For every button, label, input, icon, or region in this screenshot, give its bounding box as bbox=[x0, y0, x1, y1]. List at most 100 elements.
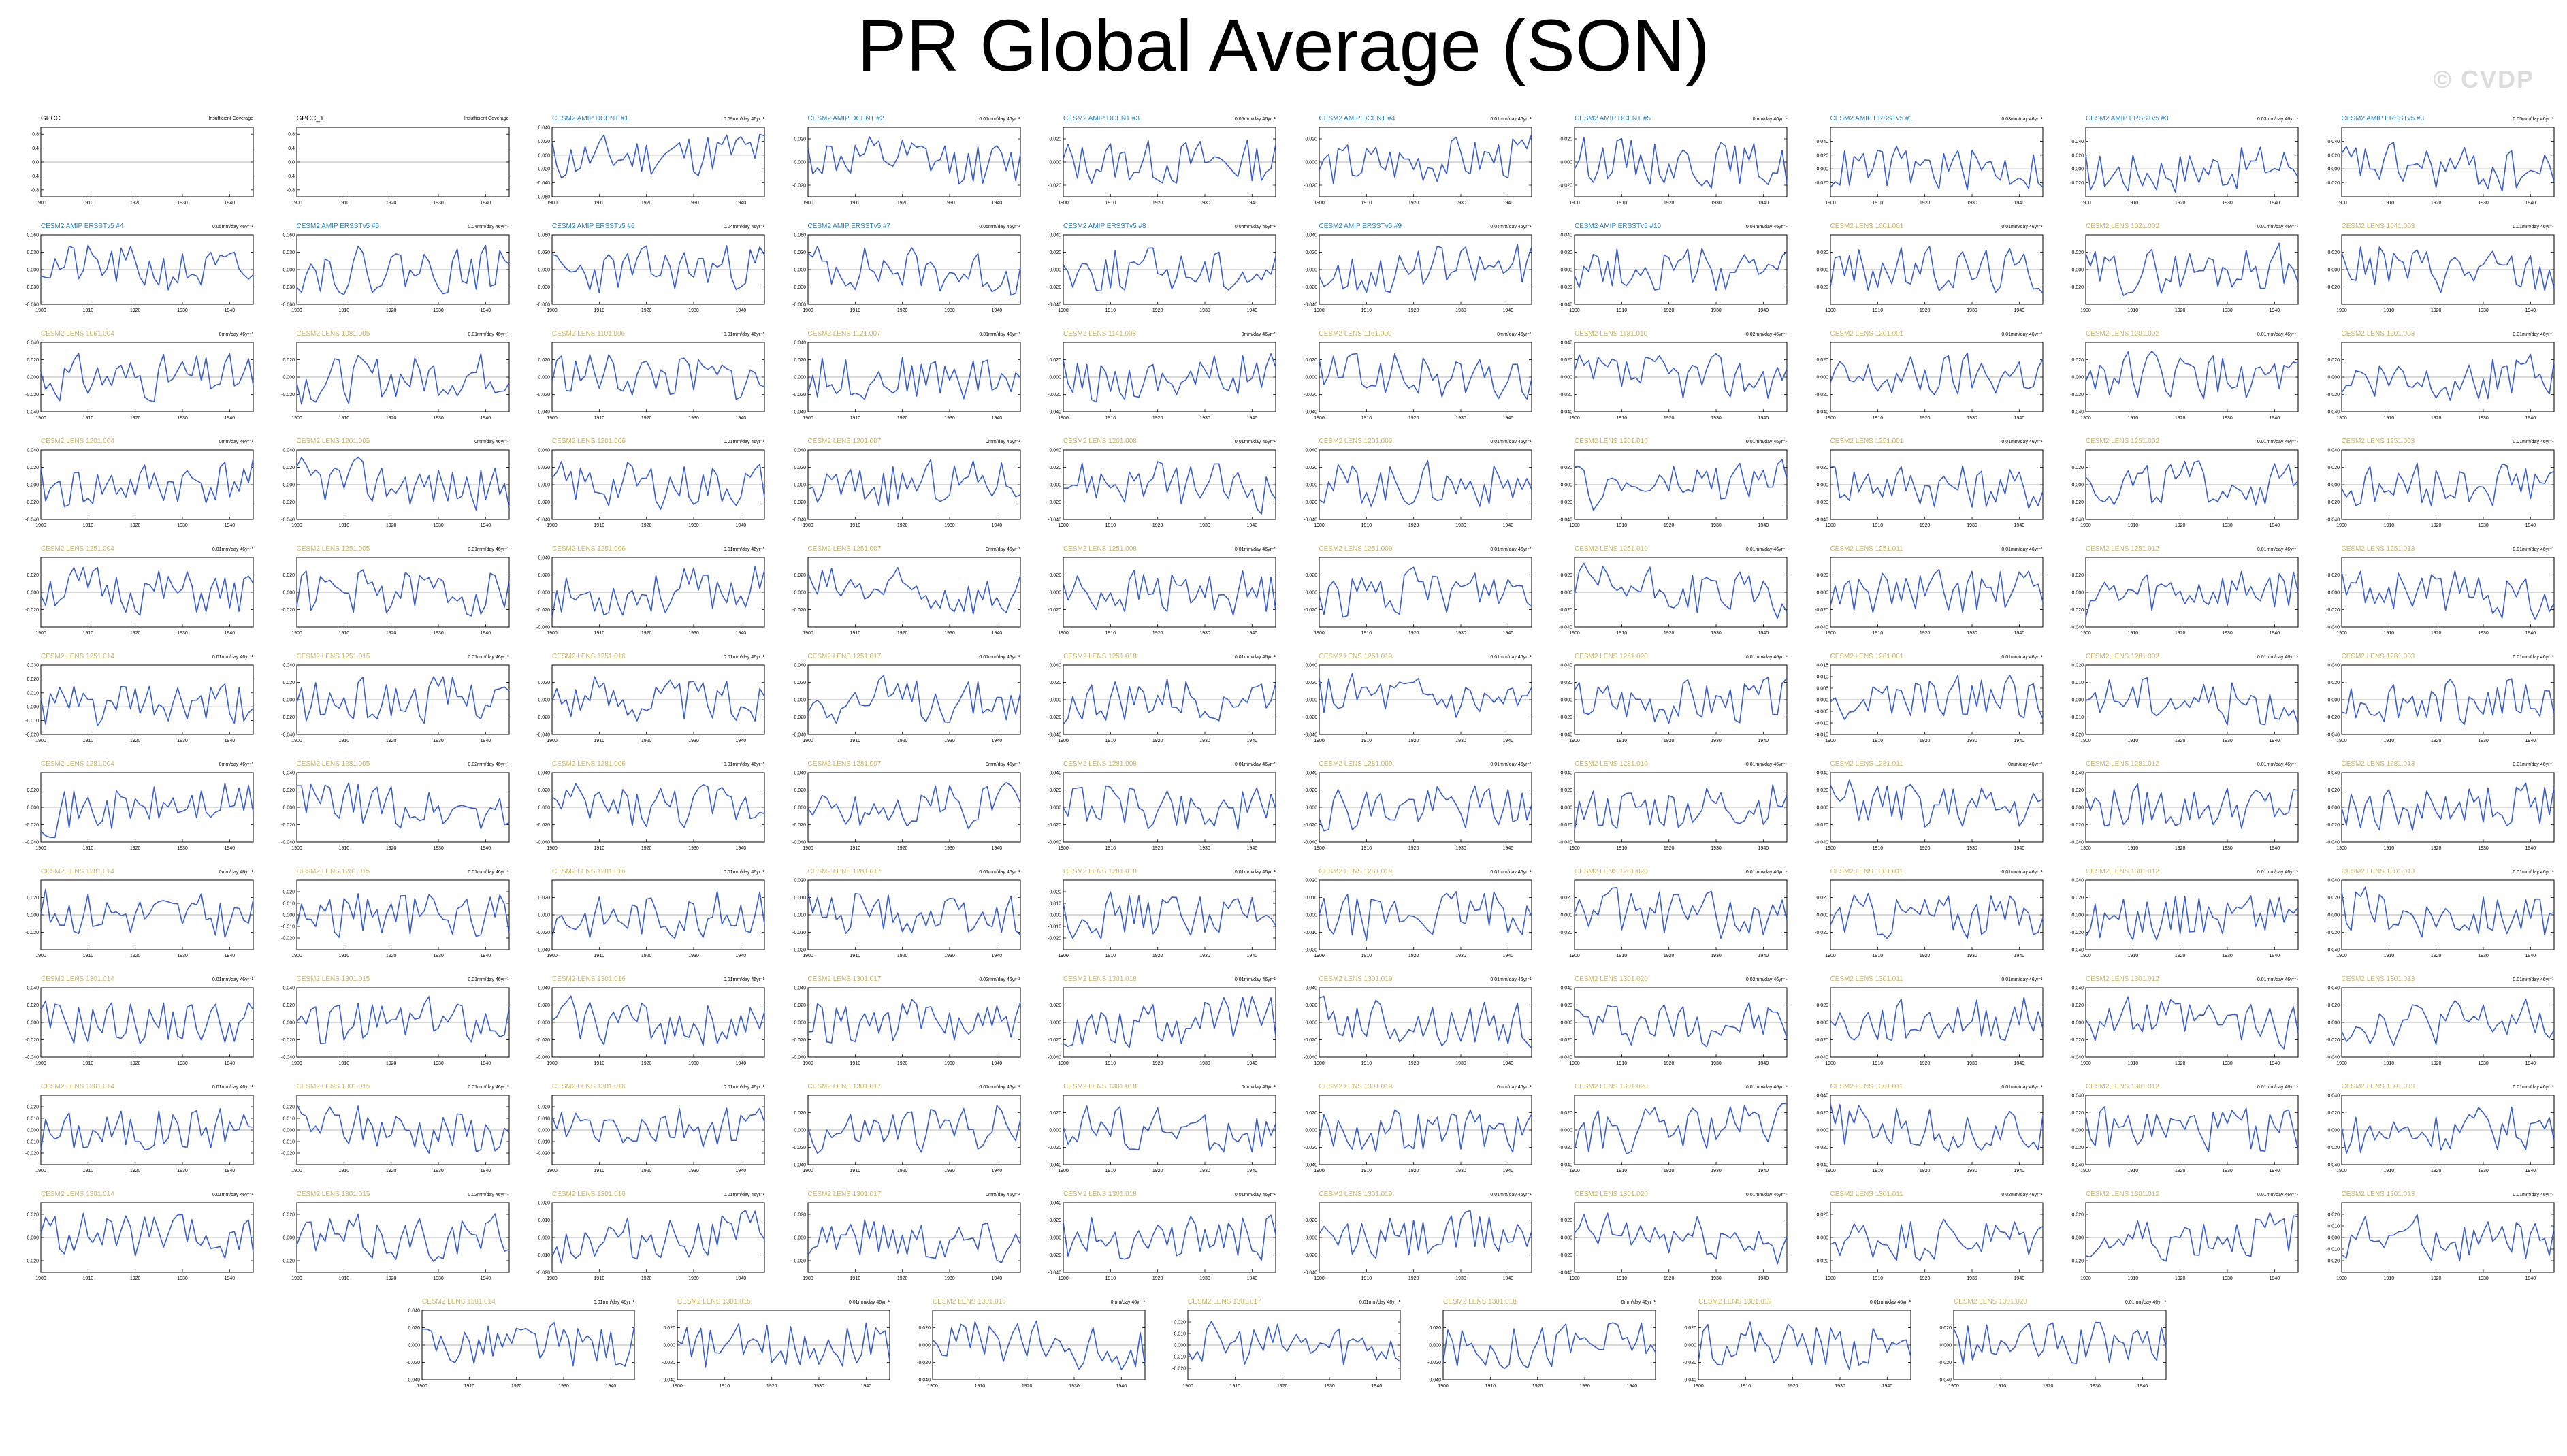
x-tick-label: 1930 bbox=[1455, 308, 1466, 313]
x-tick-label: 1920 bbox=[385, 1169, 396, 1174]
y-tick-label: 0.000 bbox=[1049, 698, 1061, 703]
x-tick-label: 1930 bbox=[2222, 1061, 2233, 1066]
x-tick-label: 1910 bbox=[1485, 1384, 1496, 1389]
panel-trend-note: 0mm/day 46yr⁻¹ bbox=[1241, 1085, 1276, 1090]
y-tick-label: 0.040 bbox=[1049, 1201, 1061, 1206]
y-tick-label: 0.0 bbox=[288, 161, 295, 165]
y-tick-label: -0.020 bbox=[281, 393, 295, 398]
y-tick-label: 0.000 bbox=[1684, 1344, 1696, 1348]
y-tick-label: -0.040 bbox=[1559, 1163, 1572, 1168]
x-tick-label: 1900 bbox=[35, 846, 46, 851]
panel-title: CESM2 LENS 1301.020 bbox=[1575, 1191, 1648, 1198]
y-tick-label: -0.020 bbox=[2326, 285, 2340, 290]
y-tick-label: 0.020 bbox=[1049, 681, 1061, 685]
series-line bbox=[807, 136, 1021, 185]
panel-trend-note: 0.02mm/day 46yr⁻¹ bbox=[1745, 977, 1787, 982]
x-tick-label: 1900 bbox=[1569, 416, 1580, 421]
x-tick-label: 1930 bbox=[433, 523, 444, 528]
x-tick-label: 1940 bbox=[480, 739, 491, 743]
panel-title: CESM2 AMIP ERSSTv5 #4 bbox=[41, 223, 124, 230]
x-tick-label: 1930 bbox=[1967, 201, 1977, 206]
series-line bbox=[551, 890, 765, 939]
y-tick-label: 0.020 bbox=[1049, 250, 1061, 255]
x-tick-label: 1920 bbox=[1408, 523, 1419, 528]
y-tick-label: 0.040 bbox=[538, 556, 550, 561]
y-tick-label: 0.020 bbox=[1049, 1003, 1061, 1008]
x-tick-label: 1940 bbox=[2270, 523, 2280, 528]
panel-title: CESM2 LENS 1251.009 bbox=[1319, 545, 1393, 553]
y-tick-label: -0.010 bbox=[281, 925, 295, 930]
x-tick-label: 1910 bbox=[1105, 846, 1116, 851]
chart-panel: CESM2 LENS 1281.016 0.01mm/day 46yr⁻¹ -0.0… bbox=[536, 868, 765, 963]
x-tick-label: 1920 bbox=[130, 201, 141, 206]
series-line bbox=[1063, 353, 1276, 403]
x-tick-label: 1940 bbox=[480, 523, 491, 528]
x-tick-label: 1910 bbox=[338, 1061, 349, 1066]
x-tick-label: 1930 bbox=[1711, 1061, 1722, 1066]
y-tick-label: 0.020 bbox=[27, 677, 39, 682]
y-tick-label: 0.040 bbox=[794, 449, 806, 453]
y-tick-label: 0.040 bbox=[27, 341, 39, 346]
panel-trend-note: 0.01mm/day 46yr⁻¹ bbox=[2257, 977, 2298, 982]
y-tick-label: 0.020 bbox=[1560, 250, 1572, 255]
y-tick-label: -0.020 bbox=[2070, 1146, 2084, 1150]
y-tick-label: -0.040 bbox=[1815, 518, 1828, 523]
panel-title: CESM2 LENS 1251.003 bbox=[2341, 438, 2415, 445]
panel-trend-note: 0mm/day 46yr⁻¹ bbox=[219, 762, 253, 767]
x-tick-label: 1910 bbox=[1872, 846, 1883, 851]
series-line bbox=[295, 996, 510, 1045]
x-tick-label: 1910 bbox=[83, 1061, 94, 1066]
panel-title: CESM2 LENS 1281.019 bbox=[1319, 868, 1393, 875]
y-tick-label: 0.000 bbox=[2327, 376, 2340, 381]
x-tick-label: 1900 bbox=[1058, 523, 1069, 528]
y-tick-label: 0.000 bbox=[794, 698, 806, 703]
chart-panel: CESM2 LENS 1281.006 0.01mm/day 46yr⁻¹ -0.0… bbox=[536, 760, 765, 856]
x-tick-label: 1900 bbox=[1314, 739, 1325, 743]
y-tick-label: -0.040 bbox=[792, 841, 806, 845]
x-tick-label: 1910 bbox=[338, 308, 349, 313]
y-tick-label: 0.040 bbox=[1305, 664, 1317, 668]
chart-panel: CESM2 LENS 1301.014 0.01mm/day 46yr⁻¹ -0.0… bbox=[25, 1191, 254, 1286]
y-tick-label: 0.4 bbox=[288, 146, 295, 151]
y-tick-label: 0.000 bbox=[1305, 1129, 1317, 1133]
y-tick-label: -0.020 bbox=[1559, 1146, 1572, 1150]
x-tick-label: 1930 bbox=[1711, 1169, 1722, 1174]
panel-title: CESM2 LENS 1281.011 bbox=[1830, 760, 1903, 768]
y-tick-label: 0.020 bbox=[1305, 250, 1317, 255]
x-tick-label: 1910 bbox=[720, 1384, 730, 1389]
x-tick-label: 1920 bbox=[1152, 631, 1163, 636]
x-tick-label: 1920 bbox=[385, 1276, 396, 1281]
y-tick-label: 0.020 bbox=[794, 879, 806, 884]
series-line bbox=[295, 569, 510, 617]
x-tick-label: 1900 bbox=[803, 1276, 813, 1281]
panel-title: CESM2 LENS 1251.017 bbox=[807, 653, 882, 660]
y-tick-label: 0.020 bbox=[27, 896, 39, 901]
x-tick-label: 1910 bbox=[1617, 1169, 1628, 1174]
y-tick-label: 0.000 bbox=[2327, 913, 2340, 918]
x-tick-label: 1930 bbox=[1455, 1061, 1466, 1066]
y-tick-label: 0.020 bbox=[538, 1201, 550, 1206]
chart-panel: CESM2 LENS 1201.004 0mm/day 46yr⁻¹ -0.040-… bbox=[25, 438, 254, 533]
x-tick-label: 1930 bbox=[1199, 201, 1210, 206]
x-tick-label: 1900 bbox=[2080, 739, 2091, 743]
chart-panel: CESM2 LENS 1251.011 0.01mm/day 46yr⁻¹ -0.0… bbox=[1815, 545, 2044, 641]
x-tick-label: 1930 bbox=[2478, 416, 2489, 421]
x-tick-label: 1900 bbox=[2080, 523, 2091, 528]
x-tick-label: 1940 bbox=[1247, 201, 1258, 206]
y-tick-label: -0.020 bbox=[1048, 1146, 1061, 1150]
y-tick-label: -0.060 bbox=[792, 303, 806, 308]
x-tick-label: 1920 bbox=[2430, 1169, 2441, 1174]
series-line bbox=[40, 1108, 254, 1151]
panel-trend-note: 0.01mm/day 46yr⁻¹ bbox=[1490, 655, 1532, 660]
x-tick-label: 1900 bbox=[2336, 954, 2347, 958]
x-tick-label: 1930 bbox=[1967, 308, 1977, 313]
